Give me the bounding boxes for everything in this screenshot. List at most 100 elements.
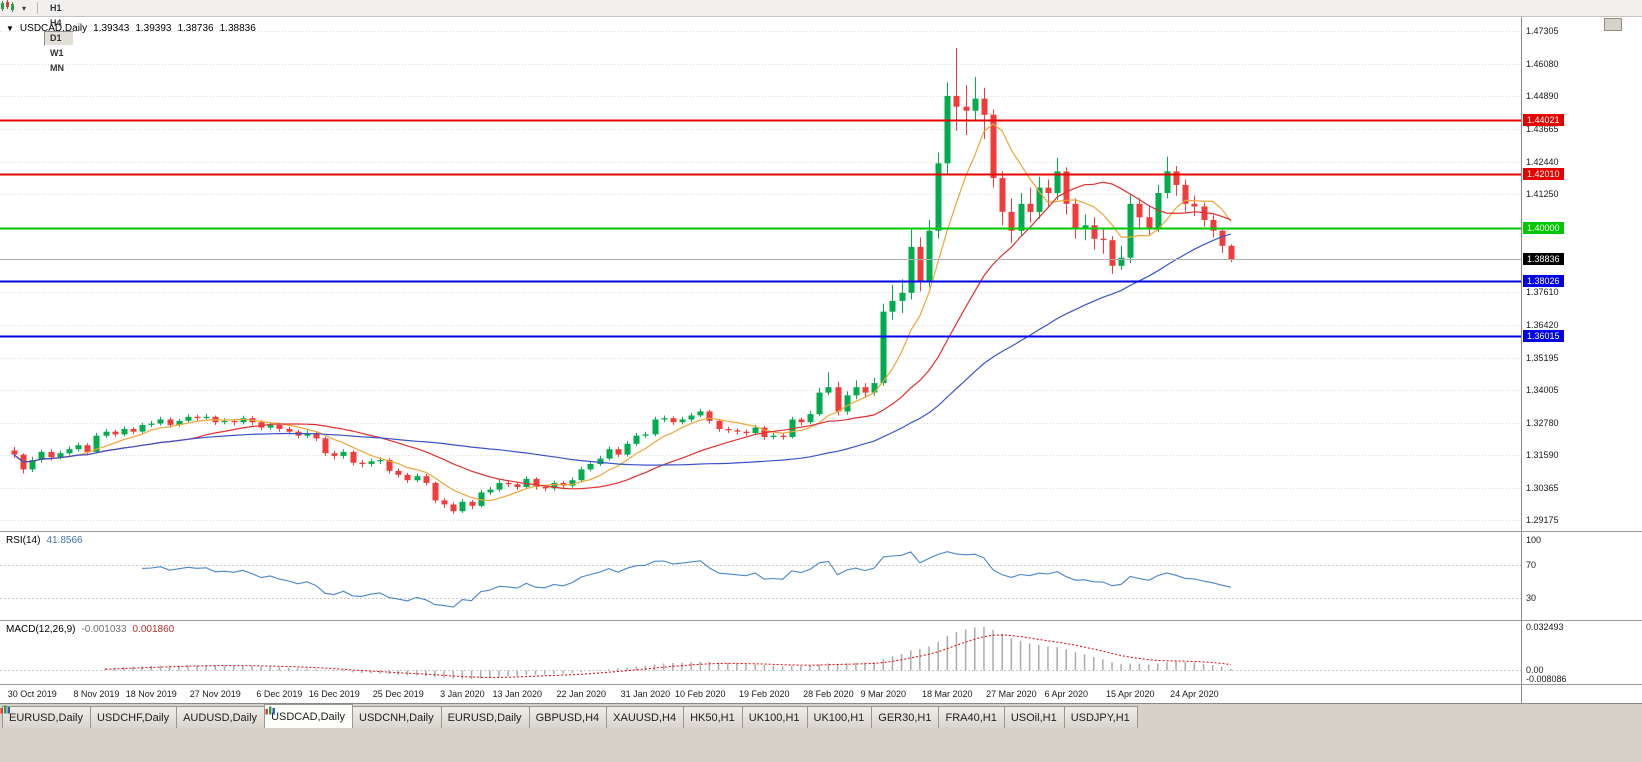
- chart-tab-usdcad-daily[interactable]: USDCAD,Daily: [264, 704, 354, 728]
- chart-type-icon[interactable]: [1, 0, 22, 16]
- chart-tab-usdchf-daily[interactable]: USDCHF,Daily: [0, 705, 178, 728]
- chart-type-dropdown-icon[interactable]: ▾: [22, 3, 27, 13]
- chart-tab-label: FRA40,H1: [945, 711, 997, 724]
- time-axis-label: 19 Feb 2020: [739, 689, 790, 699]
- rsi-value: 41.8566: [46, 535, 83, 546]
- quote-open: 1.39343: [93, 23, 130, 34]
- chart-tab-eurusd-daily[interactable]: EURUSD,Daily: [0, 705, 91, 728]
- price-axis-label: 1.29175: [1526, 515, 1559, 525]
- chart-tab-eurusd-daily[interactable]: EURUSD,Daily: [0, 705, 530, 728]
- time-axis-label: 27 Mar 2020: [986, 689, 1037, 699]
- chart-tab-label: USDJPY,H1: [1070, 711, 1130, 724]
- time-axis-corner: [1521, 685, 1642, 703]
- time-axis-label: 6 Dec 2019: [256, 689, 303, 699]
- time-axis-label: 30 Oct 2019: [7, 689, 57, 699]
- axis-scroll-button[interactable]: [1604, 18, 1622, 31]
- timeframe-button-d1[interactable]: D1: [44, 30, 74, 46]
- chart-tab-label: USDCAD,Daily: [271, 710, 346, 723]
- chart-tab-usdcnh-daily[interactable]: USDCNH,Daily: [0, 705, 442, 728]
- price-tag-1.38026: 1.38026: [1523, 275, 1564, 288]
- quote-high: 1.39393: [135, 23, 172, 34]
- price-axis-label: 1.30365: [1526, 482, 1559, 493]
- timeframe-buttons: M1M5M15M30H1H4D1W1MN: [43, 0, 75, 76]
- rsi-label: RSI(14): [6, 535, 41, 546]
- toolbar: ▾ M1M5M15M30H1H4D1W1MN: [0, 0, 1642, 73]
- chart-tab-label: GBPUSD,H4: [535, 711, 600, 724]
- chart-tab-xauusd-h4[interactable]: XAUUSD,H4: [0, 705, 685, 728]
- chart-tab-uk100-h1[interactable]: UK100,H1: [0, 705, 873, 728]
- chart-tab-label: USOil,H1: [1010, 711, 1057, 724]
- chart-title-symbol: USDCAD,Daily: [19, 23, 88, 34]
- chart-tab-label: USDCHF,Daily: [96, 711, 170, 724]
- chart-tab-usoil-h1[interactable]: USOil,H1: [0, 705, 1065, 728]
- window-background: [0, 728, 1642, 762]
- price-axis-label: 1.31590: [1526, 449, 1559, 460]
- time-axis-label: 18 Mar 2020: [922, 689, 973, 699]
- macd-signal-value: 0.001860: [132, 624, 175, 635]
- macd-axis-label: 0.00: [1526, 664, 1544, 675]
- timeframe-button-w1[interactable]: W1: [50, 47, 64, 58]
- chart-tab-strip: EURUSD,Daily USDCHF,Daily AUDUSD,Daily USDC…: [0, 704, 1642, 728]
- rsi-line: [142, 551, 1232, 608]
- price-tag-1.36015: 1.36015: [1523, 329, 1564, 342]
- timeframe-button-mn[interactable]: MN: [50, 62, 64, 73]
- price-tag-1.42010: 1.42010: [1523, 167, 1564, 180]
- macd-axis[interactable]: 0.032493 0.00 -0.008086: [1521, 621, 1642, 684]
- candlestick-chart-icon: [1, 0, 14, 12]
- quote-low: 1.38736: [177, 23, 214, 34]
- chart-tab-bar: EURUSD,Daily USDCHF,Daily AUDUSD,Daily USDC…: [0, 703, 1642, 728]
- rsi-panel: RSI(14) 41.8566 100 70 30: [0, 531, 1642, 620]
- chart-tab-label: UK100,H1: [813, 711, 865, 724]
- chart-canvas[interactable]: [0, 17, 1521, 530]
- chart-tab-audusd-daily[interactable]: AUDUSD,Daily: [0, 705, 266, 728]
- time-axis-label: 28 Feb 2020: [803, 689, 854, 699]
- chart-tab-hk50-h1[interactable]: HK50,H1: [0, 705, 743, 728]
- chart-tab-label: EURUSD,Daily: [447, 711, 522, 724]
- price-axis-label: 1.36420: [1526, 319, 1559, 330]
- macd-histogram: [104, 627, 1232, 679]
- rsi-axis[interactable]: 100 70 30: [1521, 532, 1642, 620]
- macd-main-value: -0.001033: [81, 624, 127, 635]
- rsi-canvas[interactable]: [0, 532, 1521, 620]
- price-axis-label: 1.44890: [1526, 91, 1559, 102]
- macd-signal-line: [105, 634, 1232, 678]
- macd-canvas[interactable]: [0, 621, 1521, 684]
- candles-layer: [11, 47, 1235, 514]
- chart-tab-gbpusd-h4[interactable]: GBPUSD,H4: [0, 705, 608, 728]
- chart-tab-ger30-h1[interactable]: GER30,H1: [0, 705, 940, 728]
- rsi-axis-label: 100: [1526, 535, 1542, 545]
- price-axis-label: 1.42440: [1526, 157, 1559, 168]
- time-axis-label: 25 Dec 2019: [372, 689, 424, 699]
- time-axis-label: 10 Feb 2020: [674, 689, 726, 699]
- macd-axis-label: 0.032493: [1526, 622, 1564, 632]
- chart-title: ▼ USDCAD,Daily 1.39343 1.39393 1.38736 1…: [6, 23, 256, 34]
- time-axis-label: 8 Nov 2019: [73, 689, 120, 699]
- time-axis[interactable]: 30 Oct 2019 8 Nov 2019 18 Nov 2019 27 Nov 2…: [0, 684, 1642, 703]
- chart-tab-uk100-h1[interactable]: UK100,H1: [0, 705, 808, 728]
- chart-tab-label: UK100,H1: [748, 711, 800, 724]
- macd-panel: MACD(12,26,9) -0.001033 0.001860 0.03249…: [0, 620, 1642, 684]
- chart-tab-usdjpy-h1[interactable]: USDJPY,H1: [0, 705, 1138, 728]
- timeframe-button-h4[interactable]: H4: [50, 17, 62, 28]
- rsi-header: RSI(14) 41.8566: [6, 535, 83, 546]
- chart-tab-label: XAUUSD,H4: [613, 711, 677, 724]
- chart-tab-label: HK50,H1: [690, 711, 735, 724]
- price-axis-label: 1.37610: [1526, 287, 1559, 298]
- chart-tab-fra40-h1[interactable]: FRA40,H1: [0, 705, 1005, 728]
- ma-slow-line: [13, 233, 1232, 466]
- price-chart-panel: ▼ USDCAD,Daily 1.39343 1.39393 1.38736 1…: [0, 17, 1642, 531]
- chart-menu-icon[interactable]: ▼: [6, 24, 14, 33]
- time-axis-label: 31 Jan 2020: [620, 689, 671, 699]
- time-axis-label: 6 Apr 2020: [1044, 689, 1089, 699]
- macd-header: MACD(12,26,9) -0.001033 0.001860: [6, 624, 174, 635]
- rsi-axis-label: 30: [1526, 593, 1537, 604]
- time-axis-label: 27 Nov 2019: [189, 689, 241, 699]
- grid-lines: [0, 31, 1521, 521]
- timeframe-button-h1[interactable]: H1: [50, 2, 62, 13]
- chart-tab-label: GER30,H1: [878, 711, 932, 724]
- chart-tab-icon: [265, 706, 275, 715]
- price-axis[interactable]: 1.47305 1.46080 1.44890 1.43665 1.42440 1.412…: [1521, 17, 1642, 531]
- time-axis-label: 15 Apr 2020: [1106, 689, 1155, 699]
- price-axis-label: 1.47305: [1526, 26, 1559, 36]
